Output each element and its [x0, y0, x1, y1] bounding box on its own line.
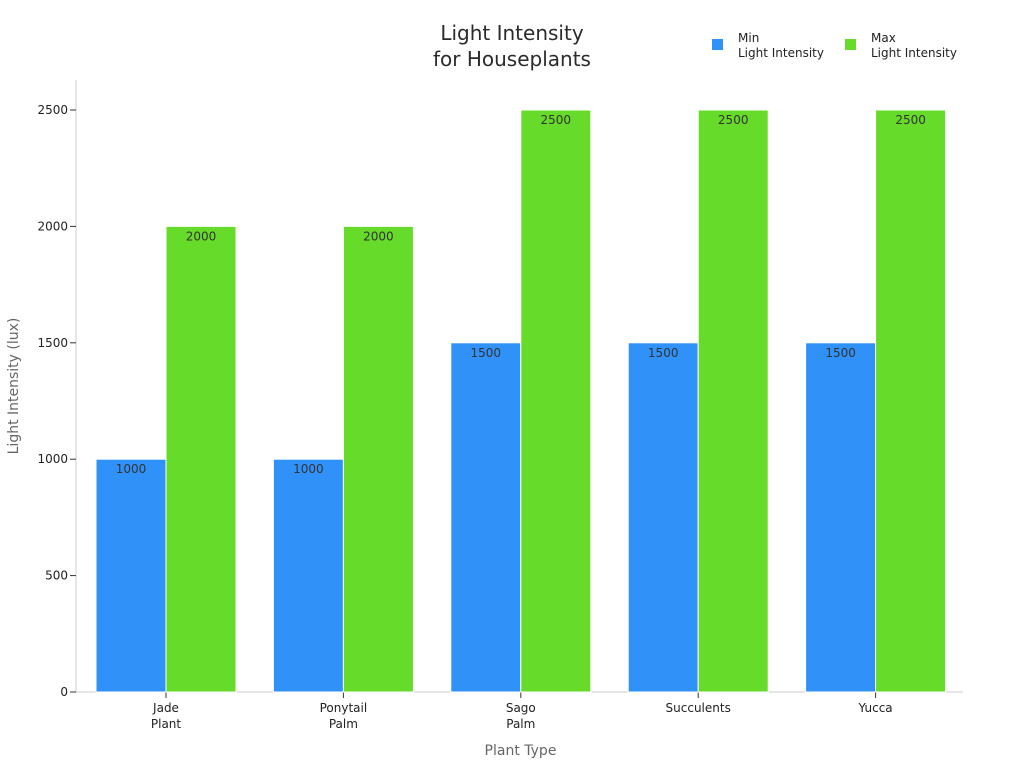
- y-tick-label: 1000: [37, 452, 68, 466]
- bar-max: [520, 109, 592, 693]
- bar-min: [805, 342, 877, 693]
- y-tick-label: 2000: [37, 219, 68, 233]
- x-tick-label: Palm: [506, 717, 535, 731]
- x-tick-label: Ponytail: [320, 701, 368, 715]
- bar-max: [342, 225, 414, 693]
- y-tick-label: 500: [45, 569, 68, 583]
- x-tick-label: Palm: [329, 717, 358, 731]
- x-tick-label: Yucca: [858, 701, 893, 715]
- x-axis-title: Plant Type: [485, 743, 557, 759]
- bar-value-label: 2000: [186, 229, 217, 243]
- y-tick-label: 1500: [37, 336, 68, 350]
- bar-min: [627, 342, 699, 693]
- y-tick-label: 0: [60, 685, 68, 699]
- bar-value-label: 1500: [471, 346, 502, 360]
- legend-label: Max: [871, 31, 896, 45]
- bar-max: [697, 109, 769, 693]
- legend-label: Light Intensity: [871, 46, 957, 60]
- chart-title-line: Light Intensity: [440, 21, 583, 45]
- bar-min: [450, 342, 522, 693]
- data-labels: 1000 2000 1000 2000 1500 2500 1500 2500 1500 2500: [116, 113, 926, 476]
- bar-value-label: 2500: [718, 113, 749, 127]
- bar-value-label: 2500: [541, 113, 572, 127]
- bar-value-label: 1500: [825, 346, 856, 360]
- bar-value-label: 2000: [363, 229, 394, 243]
- axes: 0 500 1000 1500 2000 2500 Plant Type Light Inte…: [6, 80, 963, 759]
- bar-max: [165, 225, 237, 693]
- bar-value-label: 2500: [895, 113, 926, 127]
- x-tick-label: Jade: [152, 701, 179, 715]
- bar-min: [95, 458, 167, 693]
- x-tick-label: Plant: [151, 717, 182, 731]
- bar-value-label: 1000: [116, 462, 147, 476]
- x-tick-label: Sago: [506, 701, 536, 715]
- bar-value-label: 1000: [293, 462, 324, 476]
- bar-max: [875, 109, 947, 693]
- chart-title-line: for Houseplants: [433, 47, 591, 71]
- legend-swatch-min: [712, 39, 723, 50]
- bar-min: [272, 458, 344, 693]
- bars: [95, 109, 947, 693]
- legend-swatch-max: [845, 39, 856, 50]
- legend-label: Light Intensity: [738, 46, 824, 60]
- x-tick-label: Succulents: [666, 701, 731, 715]
- y-axis-title: Light Intensity (lux): [6, 318, 22, 455]
- y-tick-label: 2500: [37, 103, 68, 117]
- bar-value-label: 1500: [648, 346, 679, 360]
- legend-label: Min: [738, 31, 759, 45]
